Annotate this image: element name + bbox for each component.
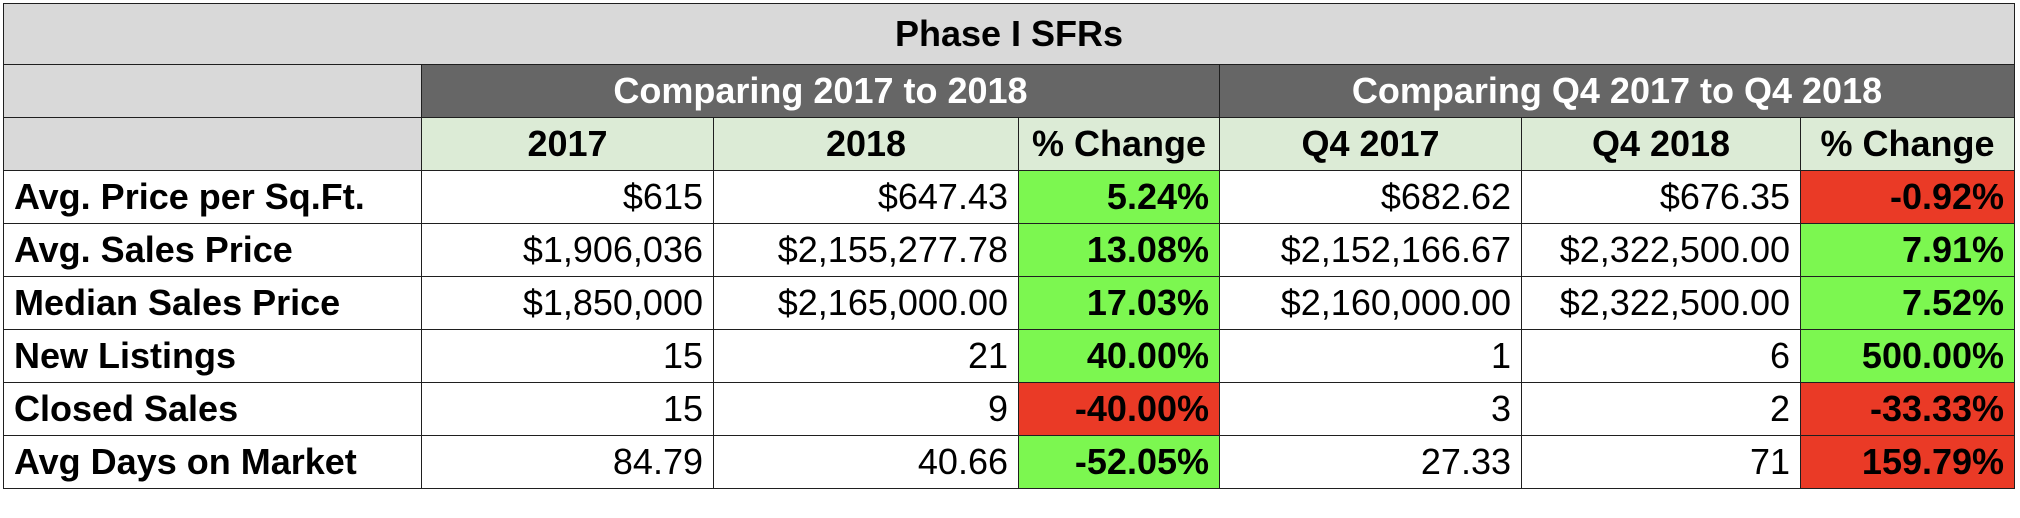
- value-cell: $1,906,036: [421, 223, 714, 277]
- value-cell: $676.35: [1521, 170, 1801, 224]
- value-cell: $2,322,500.00: [1521, 276, 1801, 330]
- pct-change-cell: -40.00%: [1018, 382, 1220, 436]
- value-cell: 27.33: [1219, 435, 1522, 489]
- value-cell: 84.79: [421, 435, 714, 489]
- pct-change-cell: 7.91%: [1799, 223, 2016, 277]
- phase-sfr-table: Phase I SFRs Comparing 2017 to 2018 Comp…: [2, 3, 2016, 489]
- pct-change-cell: -33.33%: [1799, 382, 2016, 436]
- table-row: Median Sales Price $1,850,000 $2,165,000…: [3, 276, 2016, 330]
- column-header: 2017: [421, 117, 714, 171]
- pct-change-cell: -52.05%: [1018, 435, 1220, 489]
- value-cell: $682.62: [1219, 170, 1522, 224]
- row-label: Median Sales Price: [3, 276, 422, 330]
- table-title: Phase I SFRs: [2, 3, 2016, 65]
- row-label: Avg. Sales Price: [3, 223, 422, 277]
- pct-change-cell: 5.24%: [1018, 170, 1220, 224]
- value-cell: $2,160,000.00: [1219, 276, 1522, 330]
- value-cell: $2,155,277.78: [713, 223, 1019, 277]
- pct-change-cell: 17.03%: [1018, 276, 1220, 330]
- column-header: % Change: [1799, 117, 2016, 171]
- pct-change-cell: 500.00%: [1799, 329, 2016, 383]
- row-label: Closed Sales: [3, 382, 422, 436]
- pct-change-cell: 7.52%: [1799, 276, 2016, 330]
- pct-change-cell: 159.79%: [1799, 435, 2016, 489]
- value-cell: 21: [713, 329, 1019, 383]
- pct-change-cell: 13.08%: [1018, 223, 1220, 277]
- value-cell: 15: [421, 329, 714, 383]
- column-header: Q4 2018: [1521, 117, 1801, 171]
- value-cell: 3: [1219, 382, 1522, 436]
- group-header-annual: Comparing 2017 to 2018: [421, 64, 1220, 118]
- value-cell: $647.43: [713, 170, 1019, 224]
- table-row: Avg Days on Market 84.79 40.66 -52.05% 2…: [3, 435, 2016, 489]
- value-cell: $2,322,500.00: [1521, 223, 1801, 277]
- pct-change-cell: -0.92%: [1799, 170, 2016, 224]
- row-label: Avg Days on Market: [3, 435, 422, 489]
- column-header: 2018: [713, 117, 1019, 171]
- value-cell: 15: [421, 382, 714, 436]
- corner-cell: [3, 64, 422, 118]
- table-row: Closed Sales 15 9 -40.00% 3 2 -33.33%: [3, 382, 2016, 436]
- value-cell: 6: [1521, 329, 1801, 383]
- group-header-q4: Comparing Q4 2017 to Q4 2018: [1218, 64, 2016, 118]
- column-header: % Change: [1018, 117, 1220, 171]
- value-cell: 9: [713, 382, 1019, 436]
- value-cell: $2,165,000.00: [713, 276, 1019, 330]
- column-header: Q4 2017: [1219, 117, 1522, 171]
- value-cell: $2,152,166.67: [1219, 223, 1522, 277]
- value-cell: $615: [421, 170, 714, 224]
- row-label: Avg. Price per Sq.Ft.: [3, 170, 422, 224]
- pct-change-cell: 40.00%: [1018, 329, 1220, 383]
- value-cell: 1: [1219, 329, 1522, 383]
- value-cell: 71: [1521, 435, 1801, 489]
- value-cell: 2: [1521, 382, 1801, 436]
- value-cell: $1,850,000: [421, 276, 714, 330]
- row-label: New Listings: [3, 329, 422, 383]
- table-row: New Listings 15 21 40.00% 1 6 500.00%: [3, 329, 2016, 383]
- value-cell: 40.66: [713, 435, 1019, 489]
- corner-cell-2: [3, 117, 422, 171]
- table-row: Avg. Price per Sq.Ft. $615 $647.43 5.24%…: [3, 170, 2016, 224]
- table-row: Avg. Sales Price $1,906,036 $2,155,277.7…: [3, 223, 2016, 277]
